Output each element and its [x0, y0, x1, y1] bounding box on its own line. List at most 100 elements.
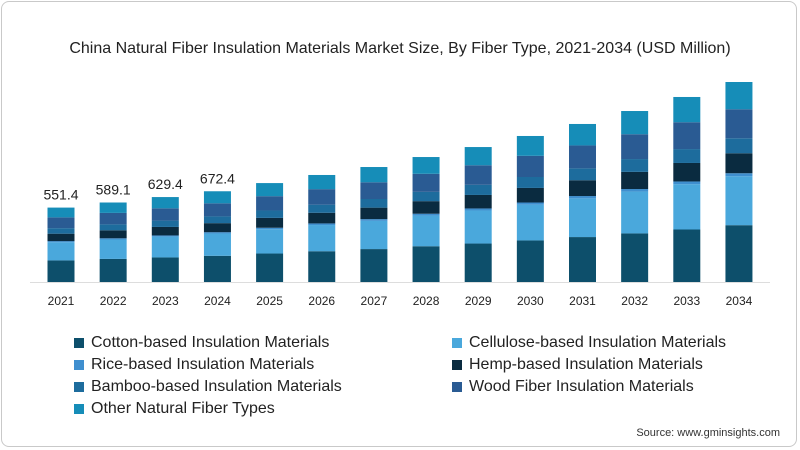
x-tick-label: 2022: [100, 294, 127, 308]
legend-swatch: [74, 360, 84, 370]
bar-segment-2023-2: [151, 235, 179, 237]
legend-item: Bamboo-based Insulation Materials: [74, 378, 342, 396]
bar-segment-2034-0: [725, 225, 753, 282]
bar-segment-2030-5: [516, 155, 544, 178]
legend-item: Hemp-based Insulation Materials: [452, 356, 703, 374]
bar-segment-2022-1: [99, 239, 127, 259]
bar-segment-2021-4: [47, 228, 75, 234]
x-tick-label: 2028: [413, 294, 440, 308]
x-tick-label: 2033: [673, 294, 700, 308]
bar-segment-2023-3: [151, 226, 179, 236]
bar-segment-2032-0: [621, 233, 649, 282]
bar-segment-2030-3: [516, 187, 544, 203]
bar-segment-2034-3: [725, 153, 753, 174]
x-tick-label: 2026: [308, 294, 335, 308]
legend-item: Wood Fiber Insulation Materials: [452, 378, 694, 396]
legend-label: Cotton-based Insulation Materials: [91, 334, 330, 351]
x-tick-label: 2024: [204, 294, 231, 308]
bar-segment-2034-6: [725, 82, 753, 110]
bar-segment-2033-1: [673, 184, 701, 230]
legend-label: Wood Fiber Insulation Materials: [469, 378, 694, 395]
bar-segment-2025-5: [256, 196, 284, 211]
bar-segment-2027-3: [360, 207, 388, 220]
bar-segment-2023-0: [151, 257, 179, 282]
data-label: 551.4: [43, 187, 78, 203]
bar-segment-2028-0: [412, 246, 440, 282]
bar-segment-2024-3: [203, 223, 231, 233]
x-tick-label: 2021: [48, 294, 75, 308]
legend-item: Other Natural Fiber Types: [74, 400, 275, 418]
bar-segment-2029-2: [464, 208, 492, 211]
bar-segment-2022-6: [99, 202, 127, 213]
legend-swatch: [452, 360, 462, 370]
x-tick-label: 2025: [256, 294, 283, 308]
legend-label: Cellulose-based Insulation Materials: [469, 334, 727, 351]
bar-segment-2024-4: [203, 216, 231, 224]
bar-segment-2033-3: [673, 162, 701, 182]
bar-segment-2031-1: [569, 198, 596, 238]
bar-segment-2032-3: [621, 171, 649, 190]
bar-segment-2030-1: [516, 204, 544, 241]
bar-segment-2023-4: [151, 220, 179, 227]
bar-segment-2032-6: [621, 111, 649, 135]
bar-segment-2022-2: [99, 238, 127, 240]
bar-segment-2026-6: [308, 174, 336, 190]
bar-segment-2033-5: [673, 122, 701, 150]
bar-segment-2029-3: [464, 194, 492, 209]
legend-swatch: [452, 338, 462, 348]
bar-segment-2031-4: [569, 168, 596, 181]
bar-segment-2023-6: [151, 197, 179, 209]
legend-swatch: [74, 404, 84, 414]
data-label: 589.1: [96, 181, 131, 197]
bar-segment-2029-6: [464, 147, 492, 166]
bar-segment-2032-1: [621, 191, 649, 234]
bar-segment-2022-4: [99, 224, 127, 231]
legend-swatch: [74, 338, 84, 348]
bar-segment-2021-5: [47, 217, 75, 229]
bar-segment-2022-0: [99, 258, 127, 282]
legend-label: Other Natural Fiber Types: [91, 400, 275, 417]
legend-label: Hemp-based Insulation Materials: [469, 356, 703, 373]
bar-segment-2028-6: [412, 157, 440, 174]
bar-segment-2025-3: [256, 217, 284, 228]
bar-segment-2032-4: [621, 159, 649, 172]
stacked-bar-chart: 2021 551.4 2022 589.1 2023 629.4 2024 672.4 2025…: [30, 82, 770, 308]
legend-label: Bamboo-based Insulation Materials: [91, 378, 342, 395]
bar-segment-2025-4: [256, 210, 284, 218]
bar-segment-2027-1: [360, 220, 388, 250]
bar-segment-2034-4: [725, 138, 753, 154]
bar-segment-2027-0: [360, 249, 388, 282]
bar-segment-2033-4: [673, 149, 701, 163]
legend-item: Cellulose-based Insulation Materials: [452, 334, 726, 352]
bar-segment-2026-0: [308, 251, 336, 282]
bar-segment-2024-2: [203, 232, 231, 234]
bar-segment-2025-6: [256, 183, 284, 197]
data-label: 629.4: [148, 176, 183, 192]
bar-segment-2033-2: [673, 181, 701, 185]
bar-segment-2029-5: [464, 165, 492, 185]
bar-segment-2029-4: [464, 184, 492, 195]
bar-segment-2029-0: [464, 243, 492, 282]
data-label: 672.4: [200, 170, 235, 186]
bar-segment-2028-5: [412, 173, 440, 192]
x-tick-label: 2032: [621, 294, 648, 308]
bar-segment-2031-3: [569, 180, 596, 197]
bar-segment-2022-5: [99, 212, 127, 225]
bar-segment-2030-2: [516, 202, 544, 205]
legend-item: Rice-based Insulation Materials: [74, 356, 314, 374]
legend-label: Rice-based Insulation Materials: [91, 356, 315, 373]
bar-segment-2021-2: [47, 241, 75, 243]
x-tick-label: 2030: [517, 294, 544, 308]
bar-segment-2027-4: [360, 199, 388, 208]
x-tick-label: 2023: [152, 294, 179, 308]
bar-segment-2027-5: [360, 182, 388, 200]
legend-swatch: [452, 382, 462, 392]
source-note: Source: www.gminsights.com: [636, 427, 780, 439]
bar-segment-2026-5: [308, 189, 336, 205]
bar-segment-2034-1: [725, 176, 753, 226]
bar-segment-2031-6: [569, 123, 596, 146]
bar-segment-2026-2: [308, 223, 336, 226]
bar-segment-2031-2: [569, 196, 596, 199]
bar-segment-2033-0: [673, 229, 701, 282]
